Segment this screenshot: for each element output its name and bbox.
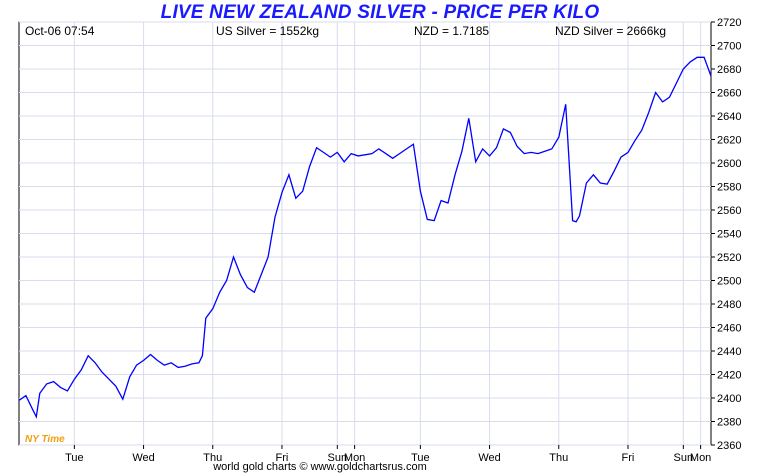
x-tick-label: Fri <box>276 452 289 464</box>
chart-title: LIVE NEW ZEALAND SILVER - PRICE PER KILO <box>160 2 600 23</box>
y-tick-label: 2420 <box>717 370 741 382</box>
us-silver-price: US Silver = 1552kg <box>216 24 319 38</box>
x-tick-label: Thu <box>549 452 568 464</box>
footer-credit: world gold charts © www.goldchartsrus.co… <box>213 461 427 473</box>
x-tick-label: Sun <box>674 452 694 464</box>
silver-price-line <box>18 56 712 419</box>
grid-lines <box>19 21 711 446</box>
y-tick-label: 2680 <box>717 64 741 76</box>
y-tick-label: 2640 <box>717 111 741 123</box>
y-tick-label: 2620 <box>717 135 741 147</box>
x-tick-label: Sun <box>328 452 348 464</box>
y-tick-label: 2500 <box>717 276 741 288</box>
x-tick-label: Tue <box>65 452 84 464</box>
y-tick-label: 2460 <box>717 323 741 335</box>
x-tick-label: Wed <box>478 452 500 464</box>
x-tick-label: Thu <box>203 452 222 464</box>
timezone-label: NY Time <box>25 434 65 445</box>
y-tick-label: 2700 <box>717 41 741 53</box>
y-tick-label: 2480 <box>717 299 741 311</box>
y-tick-label: 2400 <box>717 393 741 405</box>
y-axis: 2360 2380 2400 2420 2440 2460 2480 2500 2520 2540… <box>711 17 741 452</box>
nzd-silver-price: NZD Silver = 2666kg <box>555 24 666 38</box>
y-tick-label: 2660 <box>717 88 741 100</box>
x-tick-label: Mon <box>690 452 711 464</box>
y-tick-label: 2600 <box>717 158 741 170</box>
y-tick-label: 2580 <box>717 182 741 194</box>
x-tick-label: Tue <box>411 452 430 464</box>
y-tick-label: 2720 <box>717 17 741 29</box>
y-tick-label: 2440 <box>717 346 741 358</box>
y-tick-label: 2560 <box>717 205 741 217</box>
x-tick-label: Wed <box>132 452 154 464</box>
nzd-exchange-rate: NZD = 1.7185 <box>414 24 489 38</box>
x-tick-label: Fri <box>622 452 635 464</box>
y-tick-label: 2380 <box>717 417 741 429</box>
y-tick-label: 2360 <box>717 440 741 452</box>
timestamp: Oct-06 07:54 <box>25 24 95 38</box>
x-tick-label: Mon <box>344 452 365 464</box>
y-tick-label: 2520 <box>717 252 741 264</box>
y-tick-label: 2540 <box>717 229 741 241</box>
